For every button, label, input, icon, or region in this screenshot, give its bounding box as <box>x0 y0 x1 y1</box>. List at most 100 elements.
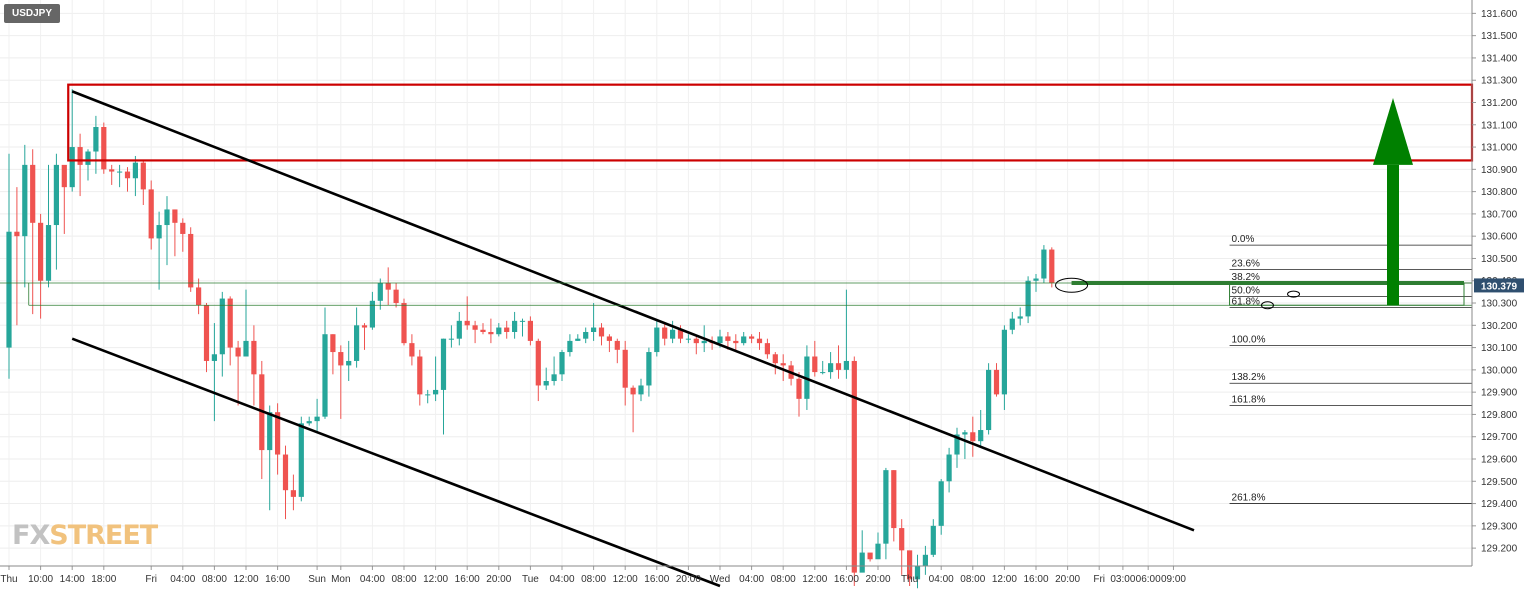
x-tick-label: 16:00 <box>834 574 859 585</box>
candle-body <box>614 340 620 350</box>
candle-body <box>638 385 644 395</box>
candle-body <box>85 151 91 165</box>
y-tick-label: 130.100 <box>1481 343 1518 354</box>
candles <box>6 89 1055 589</box>
x-tick-label: 09:00 <box>1161 574 1186 585</box>
candle-body <box>1025 280 1031 317</box>
candle-body <box>725 336 731 341</box>
candle-body <box>677 329 684 339</box>
candle-body <box>235 347 241 357</box>
candle-body <box>954 434 960 455</box>
candle-body <box>670 329 676 339</box>
candle-body <box>780 363 786 366</box>
price-axis[interactable]: 131.600 131.500 131.400 131.300 131.200 131.1… <box>1471 0 1524 566</box>
candle-body <box>591 327 597 332</box>
y-tick-label: 130.600 <box>1481 232 1518 243</box>
fib-level-label: 138.2% <box>1232 372 1266 383</box>
time-axis[interactable]: Thu 10:00 14:00 18:00 Fri 04:00 08:00 12:00 16:0… <box>0 565 1472 585</box>
candle-body <box>772 354 778 364</box>
candle-body <box>172 209 178 223</box>
candle-body <box>907 550 913 580</box>
candle-body <box>622 349 628 388</box>
x-tick-label: Tue <box>522 574 539 585</box>
x-tick-label: 04:00 <box>739 574 764 585</box>
candle-body <box>662 327 668 339</box>
candle-body <box>891 470 897 529</box>
x-tick-label: Fri <box>145 574 157 585</box>
current-price-label: 130.379 <box>1481 281 1518 292</box>
x-tick-label: 18:00 <box>91 574 116 585</box>
candle-body <box>109 169 115 172</box>
candle-body <box>38 222 44 281</box>
candle-body <box>203 305 210 361</box>
candle-body <box>211 354 217 361</box>
candle-body <box>922 554 928 566</box>
y-tick-label: 130.500 <box>1481 254 1518 265</box>
highlight-ellipse-small <box>1287 290 1301 298</box>
candle-body <box>164 209 170 226</box>
candle-body <box>369 300 375 328</box>
candle-body <box>575 338 581 341</box>
candle-body <box>282 454 289 491</box>
candle-body <box>646 352 652 386</box>
trendline <box>71 90 1195 532</box>
candle-body <box>835 363 842 370</box>
candle-body <box>1017 316 1023 319</box>
y-tick-label: 129.700 <box>1481 432 1518 443</box>
candle-body <box>1041 249 1047 279</box>
x-tick-label: 08:00 <box>581 574 606 585</box>
x-tick-label: 12:00 <box>233 574 258 585</box>
candle-body <box>930 525 936 555</box>
fib-level-label: 261.8% <box>1232 493 1266 504</box>
candle-body <box>567 340 573 353</box>
candle-body <box>330 334 336 353</box>
y-tick-label: 129.800 <box>1481 410 1518 421</box>
candle-body <box>417 356 423 395</box>
candle-body <box>124 171 131 179</box>
candle-body <box>243 340 249 357</box>
candle-body <box>275 412 281 455</box>
candle-body <box>993 369 1000 395</box>
candle-body <box>196 287 202 306</box>
candle-body <box>1033 278 1039 281</box>
fib-level-label: 161.8% <box>1232 395 1266 406</box>
trendline <box>71 337 721 588</box>
candle-body <box>519 320 526 322</box>
y-tick-label: 131.300 <box>1481 76 1518 87</box>
fib-level-label: 61.8% <box>1232 296 1260 307</box>
candle-body <box>290 490 296 497</box>
candle-body <box>251 340 257 375</box>
candle-body <box>188 233 194 288</box>
candle-body <box>701 340 707 344</box>
candle-body <box>962 432 968 435</box>
x-tick-label: 08:00 <box>771 574 796 585</box>
candle-body <box>843 360 849 370</box>
x-tick-label: 10:00 <box>28 574 53 585</box>
x-tick-label: 04:00 <box>929 574 954 585</box>
x-tick-label: 16:00 <box>644 574 669 585</box>
x-tick-label: Wed <box>710 574 730 585</box>
candle-body <box>140 162 146 190</box>
candle-body <box>559 352 565 375</box>
candle-body <box>30 164 36 223</box>
x-tick-label: 03:00 <box>1110 574 1135 585</box>
x-tick-label: 20:00 <box>486 574 511 585</box>
candle-body <box>875 543 881 560</box>
x-tick-label: 04:00 <box>549 574 574 585</box>
x-tick-label: 16:00 <box>265 574 290 585</box>
x-tick-label: Fri <box>1093 574 1105 585</box>
candle-body <box>393 289 399 304</box>
candle-body <box>117 171 123 173</box>
candle-body <box>1049 249 1055 283</box>
candle-body <box>970 432 976 442</box>
symbol-label: USDJPY <box>4 4 61 23</box>
candle-body <box>583 331 589 339</box>
candle-body <box>685 338 691 340</box>
candle-body <box>227 298 233 348</box>
candle-body <box>883 470 889 544</box>
candle-body <box>456 320 462 339</box>
candle-body <box>45 225 52 281</box>
candle-body <box>156 225 162 239</box>
x-tick-label: 08:00 <box>960 574 985 585</box>
